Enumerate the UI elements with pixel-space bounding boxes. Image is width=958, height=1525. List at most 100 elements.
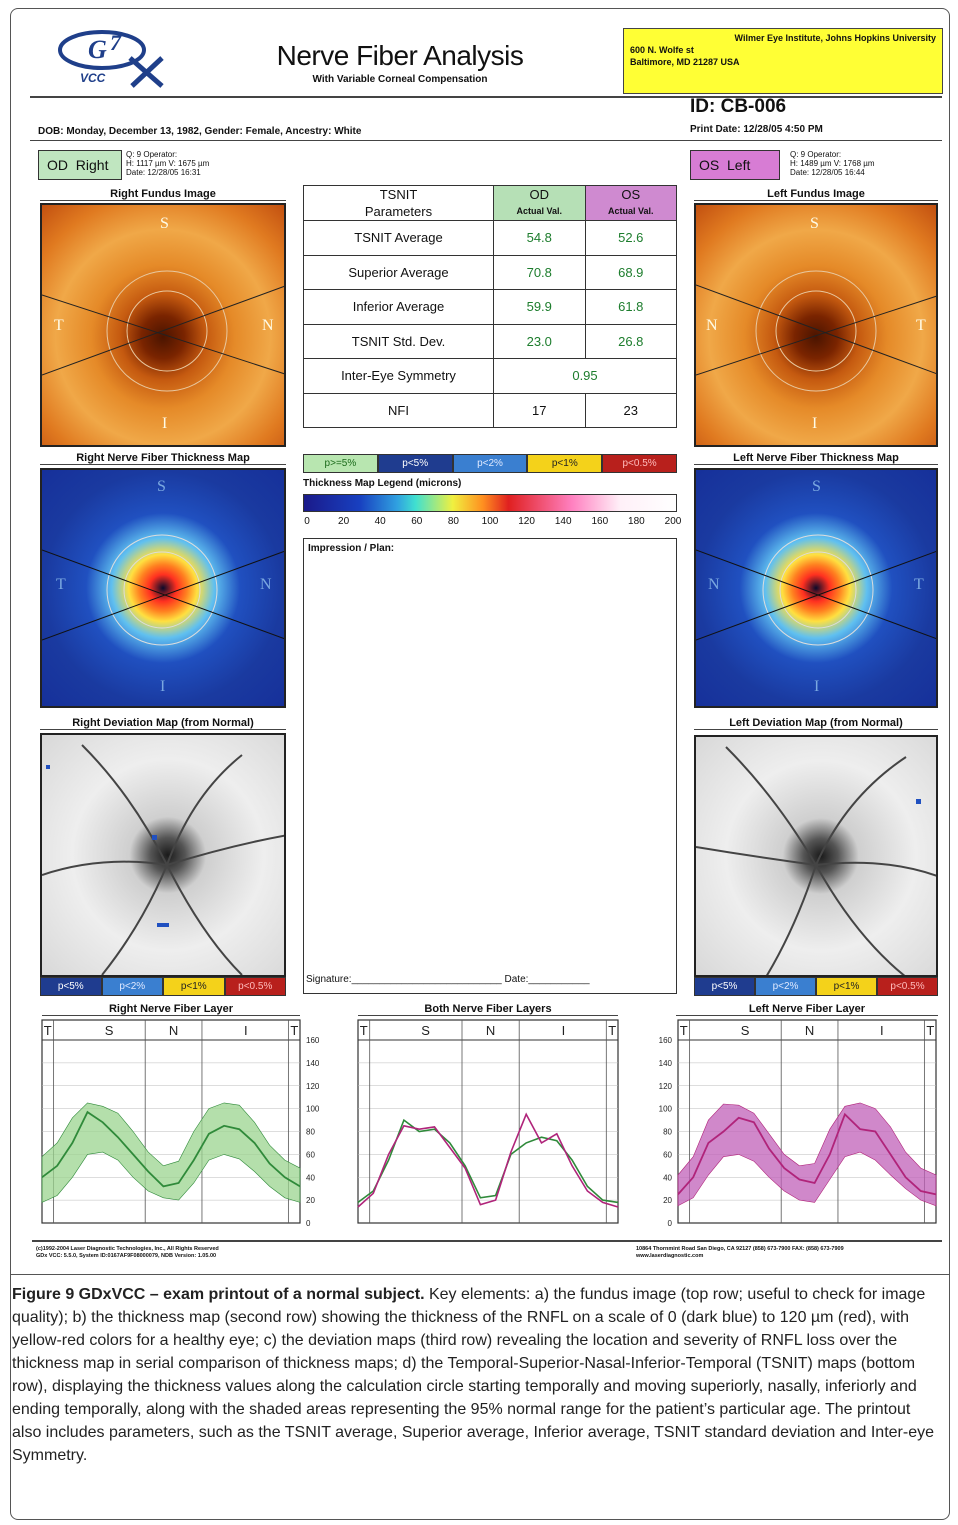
nfi-row: NFI 17 23 — [303, 392, 677, 428]
caption-title: Figure 9 GDxVCC – exam printout of a nor… — [12, 1286, 425, 1303]
os-y-tick: 80 — [663, 1128, 672, 1137]
os-thickness-title: Left Nerve Fiber Thickness Map — [694, 452, 938, 465]
prob-p05: p<0.5% — [602, 454, 677, 473]
os-meta-date: Date: 12/28/05 16:44 — [790, 168, 865, 177]
patient-id: ID: CB-006 — [690, 96, 787, 117]
tsnit-header-param: TSNIT Parameters — [303, 185, 494, 221]
od-fundus-i: I — [162, 415, 168, 432]
od-layer-title: Right Nerve Fiber Layer — [42, 1003, 300, 1016]
colorbar-tick: 120 — [518, 516, 535, 527]
od-deviation-legend: p<5% p<2% p<1% p<0.5% — [40, 977, 286, 996]
page-frame — [10, 8, 950, 1520]
od-meta-date: Date: 12/28/05 16:31 — [126, 168, 201, 177]
os-fundus-overlay — [696, 270, 936, 392]
os-fundus-i: I — [812, 415, 818, 432]
institution-city: Baltimore, MD 21287 USA — [630, 57, 740, 67]
os-y-tick: 0 — [668, 1219, 673, 1228]
colorbar-tick: 100 — [481, 516, 499, 527]
impression-plan-box[interactable]: Impression / Plan: — [303, 538, 677, 994]
colorbar-tick: 200 — [664, 516, 682, 527]
both-section-label: S — [421, 1023, 430, 1038]
report-subtitle: With Variable Corneal Compensation — [312, 74, 488, 85]
svg-text:VCC: VCC — [80, 71, 106, 85]
os-badge: OS Left — [690, 150, 780, 180]
table-row-os: 26.8 — [584, 323, 677, 359]
os-fundus-title: Left Fundus Image — [694, 188, 938, 201]
colorbar-tick: 140 — [554, 516, 572, 527]
os-deviation-title: Left Deviation Map (from Normal) — [694, 717, 938, 730]
os-dev-p1: p<1% — [816, 977, 877, 996]
symmetry-label: Inter-Eye Symmetry — [303, 358, 494, 394]
table-row-os: 61.8 — [584, 289, 677, 325]
table-row-od: 70.8 — [493, 254, 586, 290]
os-deviation-map — [694, 735, 938, 977]
od-scan-meta: Q: 9 Operator: H: 1117 µm V: 1675 µm Dat… — [126, 150, 209, 177]
demographics-divider — [30, 140, 942, 141]
table-row-od: 59.9 — [493, 289, 586, 325]
od-fundus-s: S — [160, 215, 169, 232]
colorbar-tick: 20 — [338, 516, 350, 527]
od-tsnit-line — [41, 1110, 301, 1188]
os-meta-size: H: 1489 µm V: 1768 µm — [790, 159, 875, 168]
od-y-tick: 60 — [306, 1150, 315, 1159]
both-section-label: T — [608, 1023, 616, 1038]
footer-copyright: (c)1992-2004 Laser Diagnostic Technologi… — [36, 1246, 219, 1252]
od-y-tick: 40 — [306, 1173, 315, 1182]
table-row-label: TSNIT Average — [303, 220, 494, 256]
tsnit-header-row: TSNIT Parameters OD Actual Val. OS Actua… — [303, 185, 677, 221]
os-dev-p05: p<0.5% — [877, 977, 938, 996]
svg-text:7: 7 — [110, 30, 122, 55]
tsnit-header-os-label: OS — [621, 187, 641, 202]
nfi-label: NFI — [303, 392, 494, 428]
od-meta-size: H: 1117 µm V: 1675 µm — [126, 159, 210, 168]
od-dev-p1: p<1% — [163, 977, 225, 996]
os-normal-range-band — [677, 1102, 937, 1207]
table-row: Superior Average 70.8 68.9 — [303, 254, 677, 290]
od-y-tick: 140 — [306, 1059, 320, 1068]
colorbar-tick: 40 — [374, 516, 386, 527]
os-dev-p2: p<2% — [755, 977, 816, 996]
os-vessel-overlay — [696, 746, 936, 975]
od-fundus-title: Right Fundus Image — [40, 188, 286, 201]
os-thickness-overlay — [696, 534, 936, 646]
os-meta-quality: Q: 9 Operator: — [790, 150, 842, 159]
od-dev-p2: p<2% — [101, 977, 163, 996]
od-y-tick: 80 — [306, 1128, 315, 1137]
od-vessel-overlay — [42, 744, 284, 975]
print-date: Print Date: 12/28/05 4:50 PM — [690, 124, 823, 135]
footer-address: 10864 Thornmint Road San Diego, CA 92127… — [636, 1246, 844, 1252]
os-fundus-t: T — [916, 317, 926, 334]
od-badge-eye: OD — [47, 157, 68, 173]
os-section-label: T — [680, 1023, 688, 1038]
both-section-label: I — [562, 1023, 566, 1038]
table-row-os: 52.6 — [584, 220, 677, 256]
od-fundus-overlay — [42, 270, 284, 392]
os-fundus-s: S — [810, 215, 819, 232]
od-y-tick: 120 — [306, 1082, 320, 1091]
od-section-label: I — [244, 1023, 248, 1038]
os-fundus-image: S N T I — [694, 203, 938, 447]
od-y-tick: 20 — [306, 1196, 315, 1205]
os-y-tick: 100 — [659, 1105, 673, 1114]
os-section-label: T — [926, 1023, 934, 1038]
os-y-tick: 140 — [659, 1059, 673, 1068]
thickness-colorbar — [303, 494, 677, 512]
os-section-label: I — [880, 1023, 884, 1038]
os-badge-eye: OS — [699, 157, 720, 173]
table-row-label: Inferior Average — [303, 289, 494, 325]
institution-box: Wilmer Eye Institute, Johns Hopkins Univ… — [623, 28, 943, 94]
table-row-os: 68.9 — [584, 254, 677, 290]
colorbar-tick: 0 — [304, 516, 310, 527]
os-section-label: S — [741, 1023, 750, 1038]
os-layer-title: Left Nerve Fiber Layer — [676, 1003, 938, 1016]
od-y-tick: 0 — [306, 1219, 311, 1228]
symmetry-value: 0.95 — [493, 358, 677, 394]
svg-text:G: G — [88, 35, 107, 64]
od-fundus-image: S T N I — [40, 203, 286, 447]
od-thick-t: T — [56, 576, 66, 593]
table-row-od: 54.8 — [493, 220, 586, 256]
both-series-os-line — [357, 1112, 619, 1208]
od-y-tick: 100 — [306, 1105, 320, 1114]
nfi-os: 23 — [584, 392, 677, 428]
table-row: TSNIT Average 54.8 52.6 — [303, 220, 677, 256]
